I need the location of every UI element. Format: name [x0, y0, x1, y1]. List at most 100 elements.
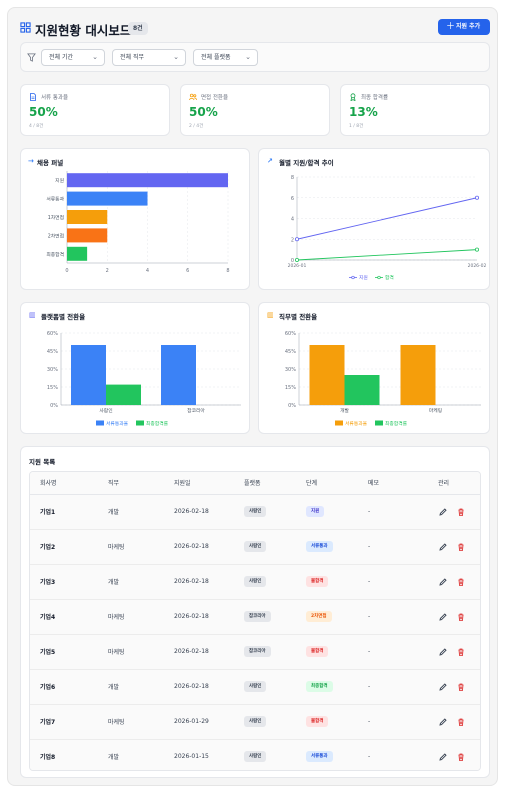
platform-cell: 사람인	[234, 704, 296, 740]
job-cell: 개발	[98, 669, 164, 705]
platform-cell: 잡코리아	[234, 634, 296, 670]
data-point	[295, 258, 300, 263]
y-tick-label: 0	[291, 258, 294, 264]
stage-badge: 최종합격	[306, 681, 333, 692]
table-row[interactable]: 기업1 개발 2026-02-18 사람인 지원 -	[30, 494, 480, 530]
memo-cell: -	[358, 634, 428, 670]
legend-swatch	[96, 420, 104, 426]
page-header: 지원현황 대시보드 8건 ＋ 지원 추가	[20, 18, 490, 40]
delete-icon[interactable]	[456, 752, 466, 762]
delete-icon[interactable]	[456, 612, 466, 622]
y-tick-label: 6	[291, 196, 294, 202]
data-point	[295, 237, 300, 242]
trend-chart-card: ↗ 월별 지원/합격 추이 0 2 4 6 8 2026-01 2026-02 지원 합격	[258, 148, 490, 290]
platform-cell: 사람인	[234, 739, 296, 770]
job-cell: 마케팅	[98, 634, 164, 670]
edit-icon[interactable]	[438, 577, 448, 587]
x-tick-label: 6	[186, 268, 189, 274]
date-cell: 2026-02-18	[164, 494, 234, 530]
stat-value: 50%	[189, 105, 218, 119]
table-header-row: 회사명 직무 지원일 플랫폼 단계 메모 관리	[30, 472, 480, 495]
chevron-down-icon: ⌄	[92, 53, 98, 61]
memo-cell: -	[358, 564, 428, 600]
stat-value: 50%	[29, 105, 58, 119]
y-tick-label: 8	[291, 175, 294, 181]
stage-badge: 서류통과	[306, 751, 333, 762]
delete-icon[interactable]	[456, 682, 466, 692]
delete-icon[interactable]	[456, 647, 466, 657]
edit-icon[interactable]	[438, 612, 448, 622]
table-row[interactable]: 기업8 개발 2026-01-15 사람인 서류통과 -	[30, 739, 480, 770]
stat-label: 서류 통과율	[41, 95, 69, 101]
plus-icon: ＋	[446, 22, 456, 32]
delete-icon[interactable]	[456, 542, 466, 552]
platform-chart-title: ▥ 플랫폼별 전환율	[29, 311, 85, 321]
funnel-chart-title: → 채용 퍼널	[28, 157, 64, 167]
y-tick-label: 0%	[288, 403, 296, 409]
job-chart-card: ▥ 직무별 전환율 0% 15% 30% 45% 60% 개발 마케팅 서류통과율 최종합격률	[258, 302, 490, 434]
edit-icon[interactable]	[438, 682, 448, 692]
delete-icon[interactable]	[456, 717, 466, 727]
arrow-right-icon: →	[28, 157, 34, 165]
y-tick-label: 2차면접	[48, 232, 64, 239]
bar-chart-icon: ▥	[29, 311, 36, 319]
platform-select[interactable]: 전체 플랫폼 ⌄	[193, 49, 258, 66]
bar	[67, 228, 108, 243]
bar	[67, 191, 148, 206]
table-row[interactable]: 기업7 마케팅 2026-01-29 사람인 불합격 -	[30, 704, 480, 740]
company-cell: 기업8	[30, 739, 98, 770]
delete-icon[interactable]	[456, 507, 466, 517]
stage-badge: 지원	[306, 506, 325, 517]
table-row[interactable]: 기업4 마케팅 2026-02-18 잡코리아 2차면접 -	[30, 599, 480, 635]
table-row[interactable]: 기업3 개발 2026-02-18 사람인 불합격 -	[30, 564, 480, 600]
table-row[interactable]: 기업5 마케팅 2026-02-18 잡코리아 불합격 -	[30, 634, 480, 670]
legend-swatch	[335, 420, 343, 426]
edit-icon[interactable]	[438, 717, 448, 727]
edit-icon[interactable]	[438, 507, 448, 517]
bar	[71, 345, 106, 405]
y-tick-label: 서류통과	[46, 196, 64, 203]
bar	[344, 375, 380, 405]
legend-label: 합격	[385, 274, 394, 281]
y-tick-label: 15%	[47, 385, 58, 391]
date-cell: 2026-02-18	[164, 529, 234, 565]
company-cell: 기업4	[30, 599, 98, 635]
funnel-chart-title-text: 채용 퍼널	[37, 159, 64, 167]
job-select[interactable]: 전체 직무 ⌄	[112, 49, 186, 66]
actions-cell	[428, 564, 480, 600]
edit-icon[interactable]	[438, 542, 448, 552]
table-row[interactable]: 기업6 개발 2026-02-18 사람인 최종합격 -	[30, 669, 480, 705]
award-icon	[350, 93, 356, 101]
column-header: 관리	[428, 472, 480, 495]
add-application-button[interactable]: ＋ 지원 추가	[438, 19, 490, 35]
stage-cell: 불합격	[296, 564, 358, 600]
company-cell: 기업5	[30, 634, 98, 670]
edit-icon[interactable]	[438, 647, 448, 657]
legend-label: 서류통과율	[345, 420, 368, 427]
platform-badge: 잡코리아	[244, 646, 271, 657]
stat-sub: 4 / 8건	[29, 124, 44, 129]
actions-cell	[428, 599, 480, 635]
x-tick-label: 4	[146, 268, 149, 274]
table-row[interactable]: 기업2 마케팅 2026-02-18 사람인 서류통과 -	[30, 529, 480, 565]
stage-cell: 서류통과	[296, 529, 358, 565]
stat-sub: 1 / 8건	[349, 124, 364, 129]
actions-cell	[428, 704, 480, 740]
job-cell: 마케팅	[98, 599, 164, 635]
period-select[interactable]: 전체 기간 ⌄	[41, 49, 105, 66]
y-tick-label: 60%	[47, 331, 58, 337]
platform-badge: 사람인	[244, 541, 267, 552]
delete-icon[interactable]	[456, 577, 466, 587]
x-tick-label: 2026-02	[468, 263, 487, 269]
filter-icon	[27, 53, 36, 62]
job-cell: 마케팅	[98, 529, 164, 565]
trending-up-icon: ↗	[267, 157, 273, 165]
platform-chart-card: ▥ 플랫폼별 전환율 0% 15% 30% 45% 60% 사람인 잡코리아 서류통과율 최종합…	[20, 302, 250, 434]
company-cell: 기업6	[30, 669, 98, 705]
users-icon	[189, 93, 197, 101]
date-cell: 2026-02-18	[164, 669, 234, 705]
legend-swatch	[375, 420, 383, 426]
dashboard-icon	[20, 22, 31, 33]
stage-cell: 2차면접	[296, 599, 358, 635]
edit-icon[interactable]	[438, 752, 448, 762]
